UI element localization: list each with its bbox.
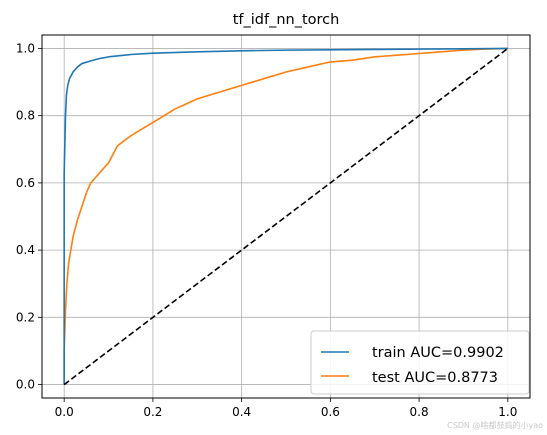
- x-tick-label: 0.8: [410, 405, 429, 419]
- y-tick-label: 0.6: [16, 176, 35, 190]
- axes-frame: [41, 34, 531, 399]
- grid: [42, 35, 530, 398]
- x-tick-label: 0.2: [143, 405, 162, 419]
- legend-box: [310, 330, 530, 395]
- chart-title: tf_idf_nn_torch: [233, 12, 340, 28]
- y-tick-label: 0.8: [16, 109, 35, 123]
- chance-diagonal-line: [63, 47, 509, 386]
- x-tick-label: 0.0: [55, 405, 74, 419]
- test-roc-line: [63, 47, 508, 385]
- y-tick-label: 0.0: [16, 378, 35, 392]
- watermark-text: CSDN @啥都鼓捣的小yao: [447, 420, 543, 430]
- y-tick-label: 0.2: [16, 310, 35, 324]
- x-tick-label: 0.4: [232, 405, 251, 419]
- ticks: 0.0 0.2 0.4 0.6 0.8 1.0 0.0 0.2 0.4 0.6 0.8 1.0: [16, 41, 517, 419]
- x-tick-label: 0.6: [321, 405, 340, 419]
- series-group: [63, 47, 509, 386]
- legend: train AUC=0.9902 test AUC=0.8773: [310, 330, 530, 395]
- legend-label-test: test AUC=0.8773: [372, 370, 498, 386]
- y-tick-label: 0.4: [16, 243, 35, 257]
- train-roc-line: [63, 47, 508, 385]
- x-tick-label: 1.0: [498, 405, 517, 419]
- legend-label-train: train AUC=0.9902: [372, 345, 504, 361]
- y-tick-label: 1.0: [16, 41, 35, 55]
